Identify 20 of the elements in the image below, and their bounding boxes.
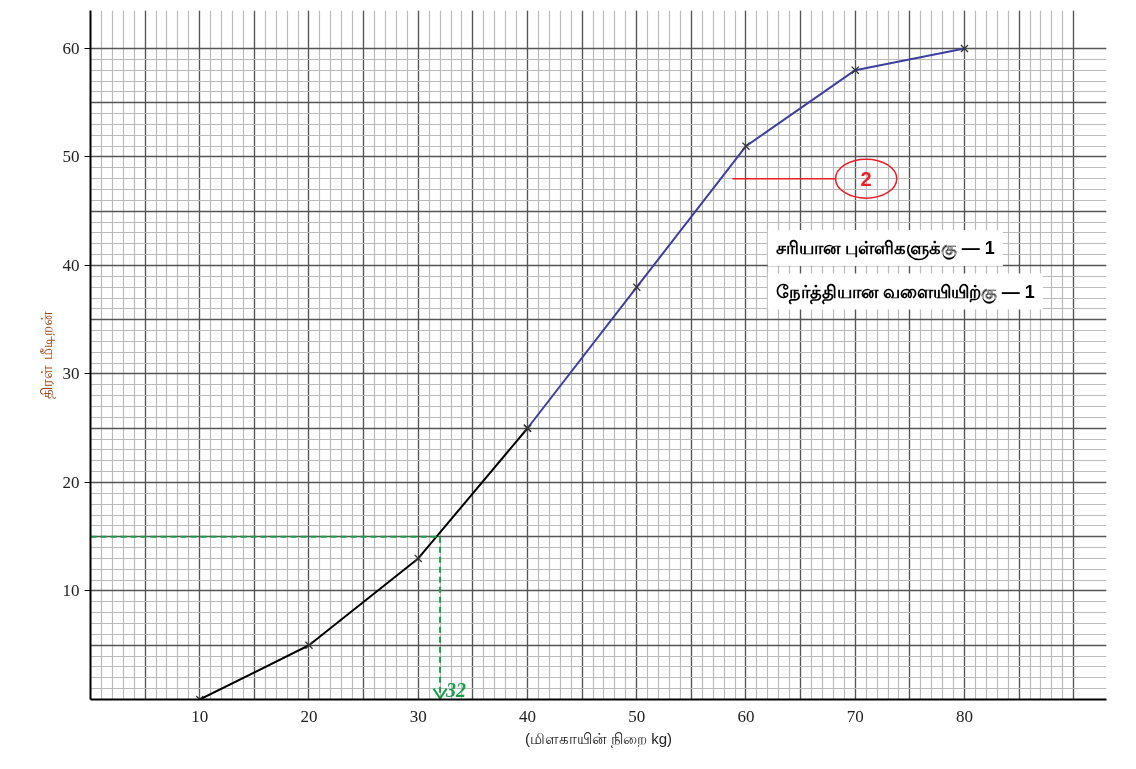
x-tick-label: 60 xyxy=(737,706,755,726)
y-tick-label: 10 xyxy=(62,581,80,601)
x-tick-label: 10 xyxy=(191,706,209,726)
x-tick-label: 50 xyxy=(628,706,646,726)
x-tick-label: 20 xyxy=(300,706,318,726)
y-tick-label: 30 xyxy=(62,364,80,384)
x-axis-title: (மிளகாயின் நிறை kg) xyxy=(524,729,673,748)
ref-line-label: 32 xyxy=(445,678,467,701)
annotation: சரியான புள்ளிகளுக்கு — 1 xyxy=(775,238,995,262)
y-tick-label: 20 xyxy=(62,472,80,492)
x-tick-label: 70 xyxy=(846,706,864,726)
x-tick-label: 80 xyxy=(955,706,973,726)
y-tick-label: 50 xyxy=(62,147,80,167)
y-tick-label: 60 xyxy=(62,38,80,58)
annotation: 2 xyxy=(860,167,872,190)
annotation: நேர்த்தியான வளையியிற்கு — 1 xyxy=(775,281,1035,305)
y-axis-title: திரள் மீடிறன் xyxy=(37,311,56,399)
y-tick-label: 40 xyxy=(62,255,80,275)
x-tick-label: 40 xyxy=(518,706,536,726)
x-tick-label: 30 xyxy=(409,706,427,726)
